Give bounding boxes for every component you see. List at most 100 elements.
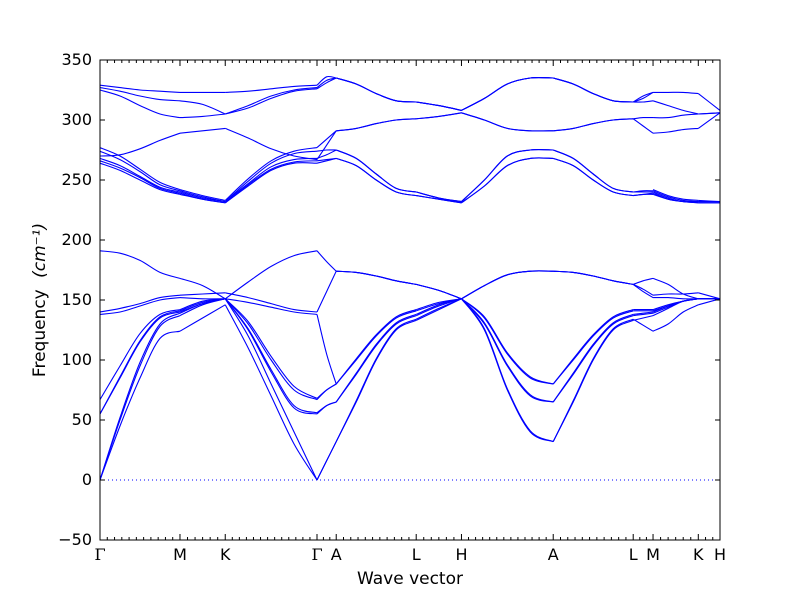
band-line	[335, 318, 417, 442]
x-tick-label: L	[412, 545, 421, 564]
band-line	[416, 283, 462, 300]
band-line	[225, 84, 318, 93]
band-line	[633, 192, 654, 197]
band-line	[461, 270, 554, 300]
band-line	[633, 311, 654, 315]
band-line	[632, 283, 654, 296]
band-line	[99, 330, 181, 481]
y-tick-label: −50	[58, 530, 92, 549]
x-tick-label: K	[220, 545, 231, 564]
y-tick-label: 350	[61, 50, 92, 69]
band-line	[698, 199, 721, 203]
y-axis-ticks: −50 0 50 100 150 200 250 300 350	[58, 50, 720, 549]
y-tick-label: 200	[61, 230, 92, 249]
band-line	[652, 304, 699, 332]
band-line	[652, 100, 699, 115]
plot-background	[100, 60, 720, 540]
x-tick-label: A	[331, 545, 342, 564]
x-tick-label: A	[548, 545, 559, 564]
band-line	[652, 127, 699, 134]
band-line	[179, 189, 226, 201]
band-line	[336, 149, 417, 193]
y-axis-label-text: Frequency	[30, 289, 50, 377]
band-line	[225, 292, 318, 313]
band-line	[553, 270, 634, 285]
band-line	[632, 91, 654, 103]
band-line	[316, 149, 337, 152]
band-line	[316, 75, 337, 86]
band-line	[633, 312, 654, 317]
band-line	[224, 298, 318, 481]
band-line	[179, 297, 226, 300]
band-line	[633, 277, 654, 285]
band-line	[553, 118, 634, 132]
band-line	[99, 147, 181, 191]
y-axis-label-unit: (cm⁻¹)	[30, 223, 50, 278]
band-line	[99, 150, 181, 192]
band-lines	[99, 75, 721, 481]
y-tick-label: 100	[61, 350, 92, 369]
band-line	[335, 309, 417, 385]
band-line	[552, 309, 634, 385]
x-tick-label: L	[629, 545, 638, 564]
band-line	[225, 298, 318, 315]
band-line	[99, 132, 181, 157]
band-line	[224, 298, 318, 414]
band-line	[416, 298, 462, 311]
band-line	[224, 157, 318, 203]
band-line	[461, 149, 554, 203]
band-line	[653, 91, 699, 95]
band-line	[99, 312, 181, 481]
band-line	[416, 112, 462, 120]
band-line	[416, 195, 462, 204]
band-line	[316, 77, 337, 89]
band-line	[653, 113, 699, 119]
band-line	[697, 93, 721, 111]
band-line	[99, 297, 181, 315]
x-tick-label: Γ	[311, 545, 322, 564]
band-line	[99, 87, 181, 102]
y-tick-label: 250	[61, 170, 92, 189]
band-line	[416, 191, 462, 203]
band-line	[224, 250, 318, 300]
band-line	[225, 127, 318, 161]
band-line	[179, 100, 226, 115]
band-line	[316, 383, 337, 399]
band-line	[652, 190, 699, 203]
band-line	[336, 270, 417, 285]
x-tick-label: M	[173, 545, 187, 564]
band-line	[316, 270, 337, 313]
x-tick-label: K	[693, 545, 704, 564]
band-line	[652, 189, 699, 201]
band-line	[316, 314, 337, 385]
band-line	[316, 130, 337, 149]
band-line	[461, 298, 554, 403]
band-line	[224, 304, 318, 481]
y-tick-label: 300	[61, 110, 92, 129]
plot-frame	[99, 59, 721, 541]
band-line	[99, 250, 181, 279]
band-line	[316, 149, 337, 159]
band-line	[697, 112, 721, 129]
band-line	[461, 298, 554, 403]
band-line	[461, 112, 554, 132]
band-line	[336, 77, 417, 103]
band-line	[652, 292, 699, 296]
band-line	[316, 401, 337, 414]
band-line	[99, 309, 181, 400]
band-line	[698, 112, 721, 115]
band-line	[179, 277, 226, 300]
band-line	[552, 313, 634, 403]
x-tick-label: M	[646, 545, 660, 564]
y-axis-label: Frequency (cm⁻¹)	[30, 223, 50, 377]
band-line	[316, 130, 337, 160]
band-line	[224, 162, 318, 204]
band-line	[179, 190, 226, 203]
band-line	[316, 441, 337, 481]
band-line	[224, 160, 318, 204]
band-line	[224, 150, 318, 203]
band-line	[179, 292, 226, 296]
band-line	[335, 310, 417, 385]
band-line	[461, 298, 554, 443]
band-line	[99, 310, 181, 415]
